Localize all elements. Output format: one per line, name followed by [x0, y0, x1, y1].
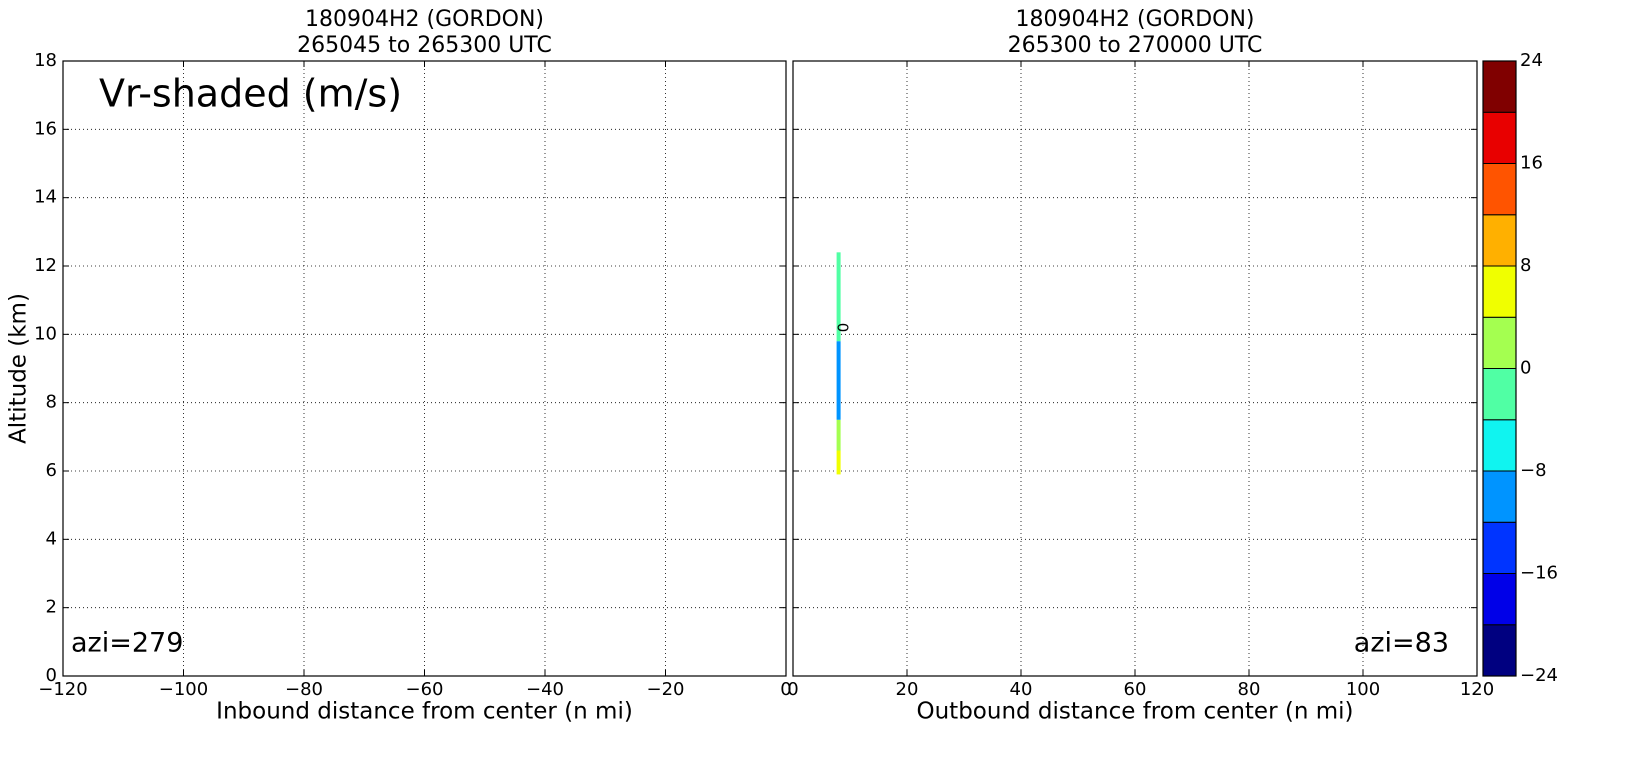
colorbar-tick-label: 0 [1520, 358, 1531, 379]
chart-subtitle: 265300 to 270000 UTC [1008, 33, 1263, 58]
colorbar-swatch [1482, 470, 1517, 523]
x-axis-label: Inbound distance from center (n mi) [216, 699, 633, 725]
colorbar-tick-label: 24 [1520, 50, 1543, 71]
x-tick-label: 40 [1010, 679, 1033, 700]
chart-title: 180904H2 (GORDON) [305, 7, 544, 32]
colorbar-swatch [1482, 265, 1517, 318]
colorbar-swatch [1482, 214, 1517, 267]
y-tick-label: 2 [46, 597, 57, 618]
x-tick-label: −20 [647, 679, 685, 700]
colorbar-swatch [1482, 368, 1517, 421]
x-tick-label: 100 [1346, 679, 1380, 700]
y-tick-label: 4 [46, 528, 57, 549]
y-tick-label: 10 [34, 323, 57, 344]
x-tick-label: −40 [526, 679, 564, 700]
x-tick-label: 0 [780, 679, 791, 700]
contour-label: 0 [834, 323, 852, 333]
x-tick-label: 80 [1238, 679, 1261, 700]
colorbar-swatch [1482, 419, 1517, 472]
x-tick-label: 0 [787, 679, 798, 700]
colorbar-tick-label: −8 [1520, 460, 1547, 481]
colorbar-swatch [1482, 111, 1517, 164]
y-axis-label: Altitude (km) [6, 293, 32, 444]
y-tick-label: 12 [34, 255, 57, 276]
colorbar-swatch [1482, 163, 1517, 216]
plot-frame [62, 60, 787, 677]
y-tick-label: 6 [46, 460, 57, 481]
colorbar-tick-label: 16 [1520, 153, 1543, 174]
x-tick-label: −100 [159, 679, 208, 700]
chart-title: 180904H2 (GORDON) [1015, 7, 1254, 32]
y-tick-label: 18 [34, 50, 57, 71]
colorbar-tick-label: −16 [1520, 563, 1558, 584]
panel-annotation: Vr-shaded (m/s) [99, 72, 402, 116]
x-tick-label: 60 [1124, 679, 1147, 700]
velocity-cell [836, 450, 841, 475]
colorbar-frame [1482, 60, 1517, 677]
plot-frame [792, 60, 1478, 677]
velocity-cell [836, 341, 841, 420]
y-tick-label: 16 [34, 118, 57, 139]
x-axis-label: Outbound distance from center (n mi) [917, 699, 1354, 725]
chart-subtitle: 265045 to 265300 UTC [297, 33, 552, 58]
azimuth-label: azi=279 [71, 628, 183, 659]
colorbar-swatch [1482, 60, 1517, 113]
colorbar-swatch [1482, 624, 1517, 677]
x-tick-label: −60 [406, 679, 444, 700]
colorbar-swatch [1482, 521, 1517, 574]
x-tick-label: −120 [38, 679, 87, 700]
azimuth-label: azi=83 [1354, 628, 1449, 659]
velocity-cell [836, 252, 841, 342]
y-tick-label: 0 [46, 665, 57, 686]
velocity-cell [836, 419, 841, 451]
colorbar-swatch [1482, 573, 1517, 626]
x-tick-label: 120 [1460, 679, 1494, 700]
colorbar-swatch [1482, 316, 1517, 369]
colorbar-tick-label: 8 [1520, 255, 1531, 276]
x-tick-label: 20 [896, 679, 919, 700]
y-tick-label: 8 [46, 392, 57, 413]
y-tick-label: 14 [34, 187, 57, 208]
x-tick-label: −80 [285, 679, 323, 700]
colorbar-tick-label: −24 [1520, 665, 1558, 686]
